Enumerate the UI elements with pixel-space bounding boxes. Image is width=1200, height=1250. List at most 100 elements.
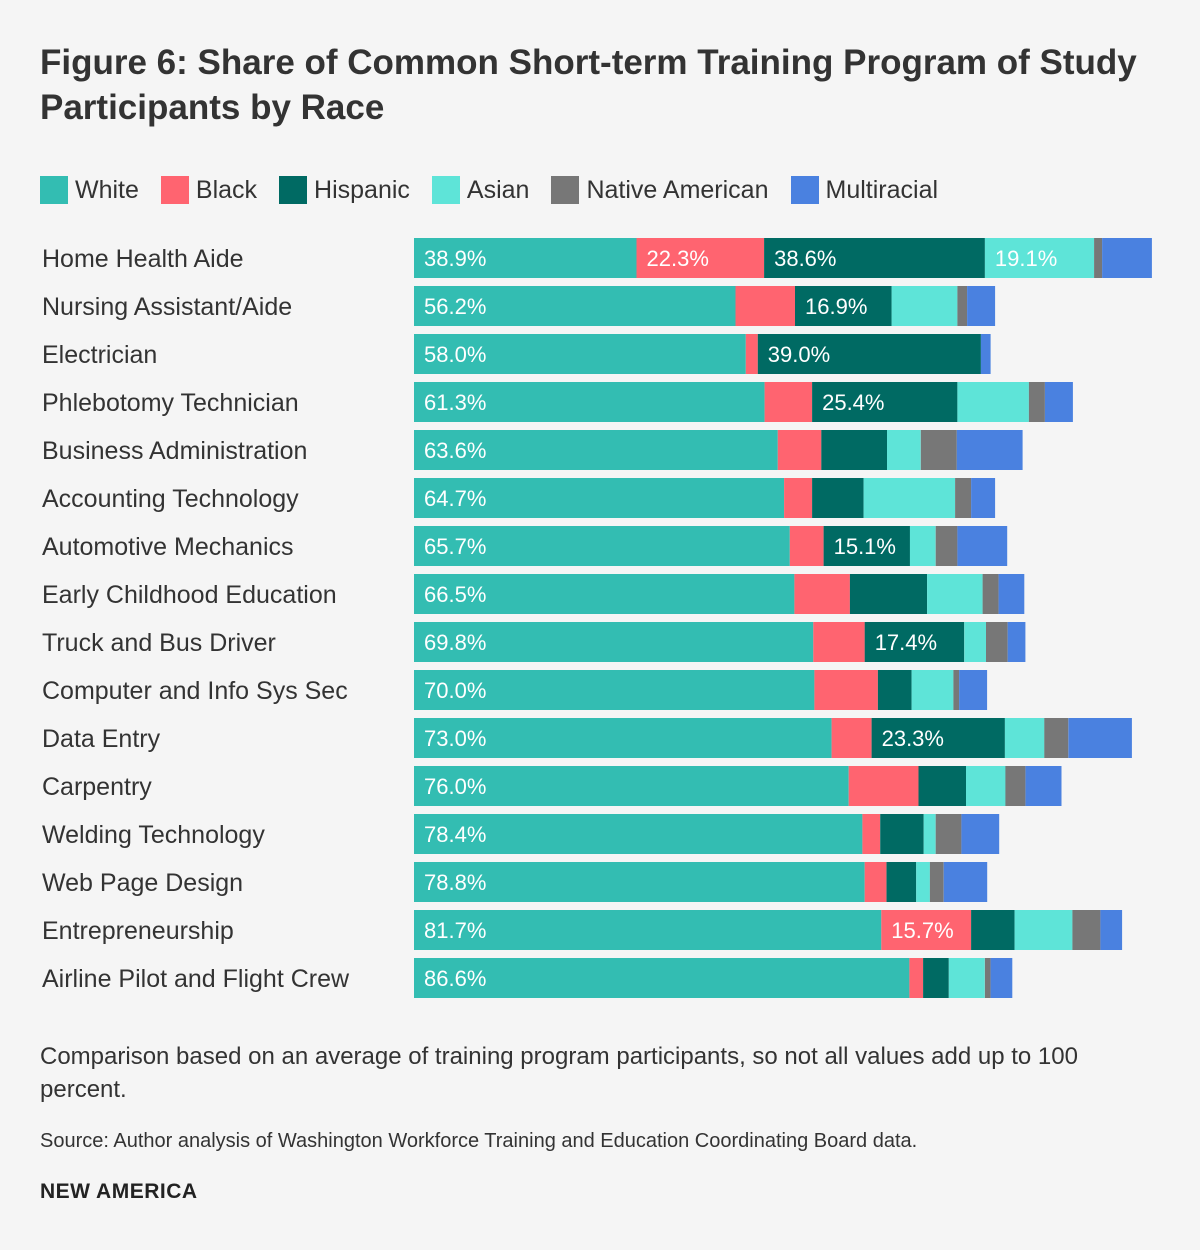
legend: White Black Hispanic Asian Native American Mu… [40,172,960,208]
legend-item-asian: Asian [431,175,530,205]
data-label-white: 63.6% [424,438,486,463]
data-label-white: 81.7% [424,918,486,943]
bar-segment-black [814,670,878,710]
bar-segment-asian [1014,910,1073,950]
bar-segment-black [831,718,872,758]
bar-segment-white [414,574,795,614]
bar-row-automotive-mechanics: Automotive Mechanics 65.7% 15.1% [42,526,1008,566]
bar-segment-multiracial [971,478,996,518]
bar-segment-asian [948,958,985,998]
category-label: Airline Pilot and Flight Crew [42,965,350,993]
bar-segment-asian [863,478,956,518]
bar-segment-multiracial [1068,718,1132,758]
bar-segment-white [414,622,814,662]
bar-segment-black [777,430,822,470]
bar-segment-white [414,286,736,326]
data-label-white: 73.0% [424,726,486,751]
bar-row-business-administration: Business Administration 63.6% [42,430,1023,470]
bar-segment-hispanic [864,622,965,662]
legend-item-white: White [40,176,139,205]
legend-swatch-hispanic [279,176,308,204]
category-label: Web Page Design [42,869,243,897]
legend-item-multiracial: Multiracial [790,176,938,205]
brand-logo-text: NEW AMERICA [40,1180,198,1203]
chart-note: Comparison based on an average of traini… [40,1043,1078,1103]
bar-segment-asian [911,670,954,710]
data-label-white: 76.0% [424,774,486,799]
bar-segment-asian [966,766,1006,806]
bar-segment-asian [984,238,1095,278]
bar-segment-multiracial [980,334,991,374]
chart-source: Source: Author analysis of Washington Wo… [40,1130,918,1152]
bar-segment-hispanic [812,478,864,518]
bar-segment-black [864,862,887,902]
data-label-hispanic: 23.3% [882,726,944,751]
legend-label-white: White [75,175,139,204]
bar-segment-hispanic [971,910,1015,950]
bar-segment-native-american [953,670,960,710]
bar-row-web-page-design: Web Page Design 78.8% [42,862,988,902]
bar-segment-asian [909,526,936,566]
data-label-black: 15.7% [891,918,953,943]
bar-segment-multiracial [1025,766,1062,806]
bar-segment-native-american [1072,910,1101,950]
bar-row-computer-and-info-sys-sec: Computer and Info Sys Sec 70.0% [42,670,988,710]
data-label-white: 58.0% [424,342,486,367]
chart-area: Home Health Aide 38.9% 22.3% 38.6% 19.1% Nurs… [0,230,1200,1010]
bar-segment-asian [891,286,958,326]
bar-segment-white [414,910,882,950]
category-label: Electrician [42,341,157,369]
bar-segment-hispanic [795,286,892,326]
bar-segment-black [794,574,850,614]
legend-label-asian: Asian [466,175,530,204]
category-label: Welding Technology [42,821,265,849]
bar-segment-hispanic [923,958,949,998]
bar-segment-white [414,718,832,758]
bar-segment-hispanic [757,334,981,374]
bar-segment-native-american [920,430,957,470]
bar-segment-black [881,910,972,950]
bar-segment-white [414,670,815,710]
category-label: Data Entry [42,725,161,753]
bar-segment-multiracial [956,430,1023,470]
bar-segment-multiracial [990,958,1013,998]
bar-segment-native-american [957,286,968,326]
bar-segment-black [636,238,765,278]
bar-segment-hispanic [821,430,888,470]
legend-swatch-asian [431,176,460,204]
data-label-white: 78.4% [424,822,486,847]
bar-segment-black [909,958,924,998]
data-label-white: 86.6% [424,966,486,991]
bar-row-entrepreneurship: Entrepreneurship 81.7% 15.7% [42,910,1123,950]
bar-segment-asian [887,430,921,470]
bar-segment-hispanic [764,238,985,278]
category-label: Home Health Aide [42,245,244,273]
bar-segment-asian [927,574,983,614]
legend-item-native-american: Native American [551,175,769,205]
data-label-white: 56.2% [424,294,486,319]
data-label-hispanic: 38.6% [774,246,836,271]
bar-row-early-childhood-education: Early Childhood Education 66.5% [42,574,1025,614]
bar-segment-white [414,814,863,854]
bar-segment-hispanic [849,574,928,614]
bar-segment-white [414,526,790,566]
bar-segment-native-american [984,958,991,998]
bar-segment-native-american [955,478,972,518]
legend-swatch-multiracial [790,176,819,204]
data-label-white: 61.3% [424,390,486,415]
bar-segment-native-american [935,814,962,854]
legend-label-native-american: Native American [586,175,769,204]
category-label: Business Administration [42,437,307,465]
data-label-black: 22.3% [647,246,709,271]
category-label: Accounting Technology [42,485,299,513]
data-label-white: 78.8% [424,870,486,895]
bar-segment-multiracial [961,814,1000,854]
bar-segment-black [813,622,865,662]
bar-segment-multiracial [967,286,996,326]
bar-row-electrician: Electrician 58.0% 39.0% [42,334,991,374]
bar-segment-black [745,334,758,374]
bar-segment-native-american [1094,238,1103,278]
bar-row-phlebotomy-technician: Phlebotomy Technician 61.3% 25.4% [42,382,1073,422]
bar-segment-multiracial [1007,622,1026,662]
data-label-asian: 19.1% [995,246,1057,271]
